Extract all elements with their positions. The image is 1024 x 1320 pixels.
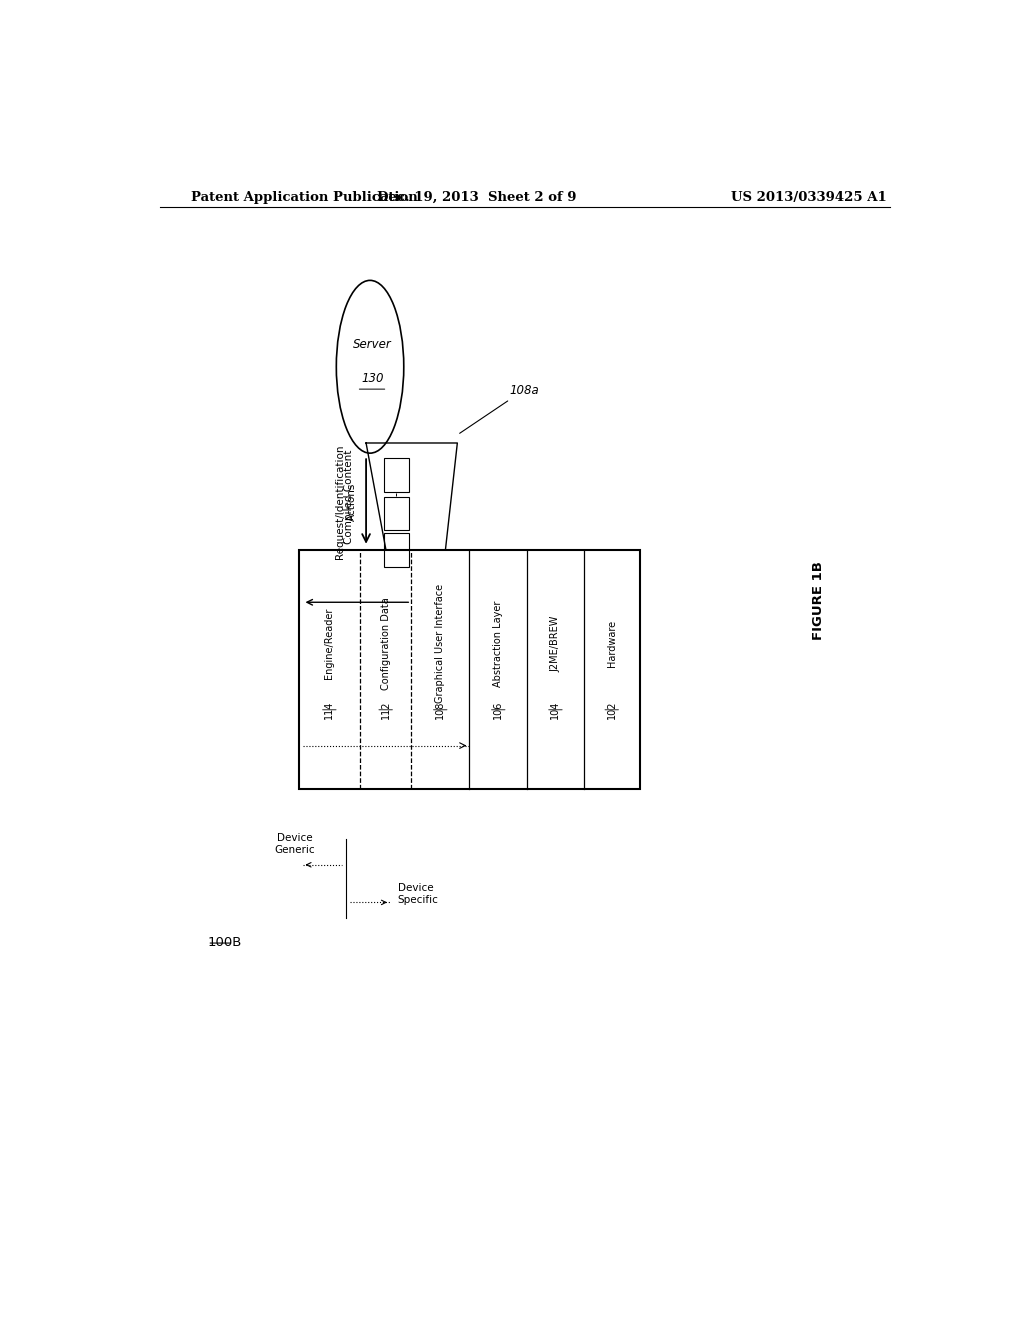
Text: 104: 104 <box>551 701 560 719</box>
Text: Compiled Content: Compiled Content <box>344 449 353 544</box>
Text: 114: 114 <box>325 701 335 719</box>
Bar <box>384 533 409 568</box>
Text: Patent Application Publication: Patent Application Publication <box>191 190 418 203</box>
Text: Dec. 19, 2013  Sheet 2 of 9: Dec. 19, 2013 Sheet 2 of 9 <box>378 190 577 203</box>
Text: Graphical User Interface: Graphical User Interface <box>435 585 445 704</box>
Text: FIGURE 1B: FIGURE 1B <box>812 561 825 640</box>
Text: J2ME/BREW: J2ME/BREW <box>551 615 560 672</box>
Text: Engine/Reader: Engine/Reader <box>325 609 335 680</box>
Text: 106: 106 <box>494 701 503 719</box>
Text: Device
Generic: Device Generic <box>274 833 315 854</box>
Text: 130: 130 <box>361 372 384 385</box>
Text: Abstraction Layer: Abstraction Layer <box>494 601 503 686</box>
Text: 112: 112 <box>381 701 390 719</box>
Text: Server: Server <box>353 338 392 351</box>
Bar <box>299 549 640 788</box>
Text: 108: 108 <box>435 701 445 719</box>
Text: US 2013/0339425 A1: US 2013/0339425 A1 <box>731 190 887 203</box>
Text: Configuration Data: Configuration Data <box>381 598 390 690</box>
Text: 108a: 108a <box>460 384 539 433</box>
Text: 100B: 100B <box>207 936 242 949</box>
Text: Request/Identification
Actions: Request/Identification Actions <box>336 445 357 558</box>
Bar <box>384 458 409 492</box>
Text: Device
Specific: Device Specific <box>397 883 438 906</box>
Bar <box>384 496 409 531</box>
Text: Hardware: Hardware <box>606 620 616 668</box>
Text: 102: 102 <box>606 701 616 719</box>
